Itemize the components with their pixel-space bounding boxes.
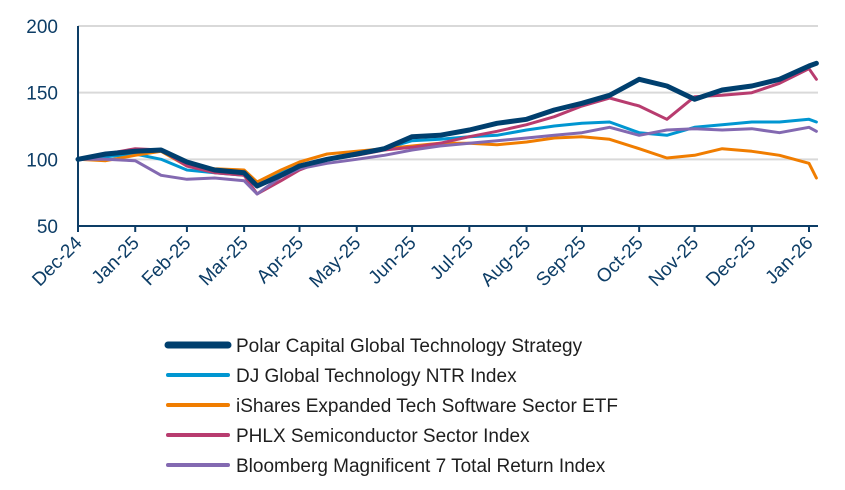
legend-label: Polar Capital Global Technology Strategy [236, 336, 583, 357]
x-tick-label: Jan-26 [762, 233, 818, 289]
y-tick-label: 150 [26, 84, 58, 105]
x-tick-label: Jul-25 [426, 233, 477, 284]
legend-item: Bloomberg Magnificent 7 Total Return Ind… [166, 456, 606, 477]
x-tick-label: Jun-25 [365, 233, 421, 289]
series-lines [75, 60, 819, 196]
x-tick-label: Apr-25 [253, 233, 308, 288]
x-tick-label: Mar-25 [195, 233, 252, 290]
legend-label: DJ Global Technology NTR Index [236, 366, 517, 387]
x-tick-label: Sep-25 [532, 233, 590, 291]
legend-label: iShares Expanded Tech Software Sector ET… [236, 396, 618, 417]
y-tick-label: 100 [26, 150, 58, 171]
x-tick-label: Jan-25 [88, 233, 144, 289]
legend-item: PHLX Semiconductor Sector Index [166, 426, 530, 447]
x-tick-label: May-25 [306, 233, 366, 293]
x-tick-label: Nov-25 [645, 233, 703, 291]
x-tick-label: Feb-25 [138, 233, 195, 290]
legend: Polar Capital Global Technology Strategy… [164, 336, 618, 477]
legend-item: iShares Expanded Tech Software Sector ET… [166, 396, 618, 417]
x-tick-label: Oct-25 [593, 233, 648, 288]
y-tick-label: 50 [37, 217, 58, 238]
x-tick-label: Dec-24 [28, 232, 86, 290]
y-tick-label: 200 [26, 17, 58, 38]
legend-item: Polar Capital Global Technology Strategy [164, 336, 583, 357]
series-line-0 [75, 60, 819, 189]
x-tick-label: Aug-25 [477, 233, 535, 291]
series-line-3 [76, 67, 818, 196]
series-line-4 [76, 125, 818, 196]
legend-label: PHLX Semiconductor Sector Index [236, 426, 530, 447]
x-tick-label: Dec-25 [702, 233, 760, 291]
legend-label: Bloomberg Magnificent 7 Total Return Ind… [236, 456, 606, 477]
y-axis: 50 100 150 200 [26, 17, 79, 238]
legend-item: DJ Global Technology NTR Index [166, 366, 517, 387]
gridlines [78, 25, 818, 161]
